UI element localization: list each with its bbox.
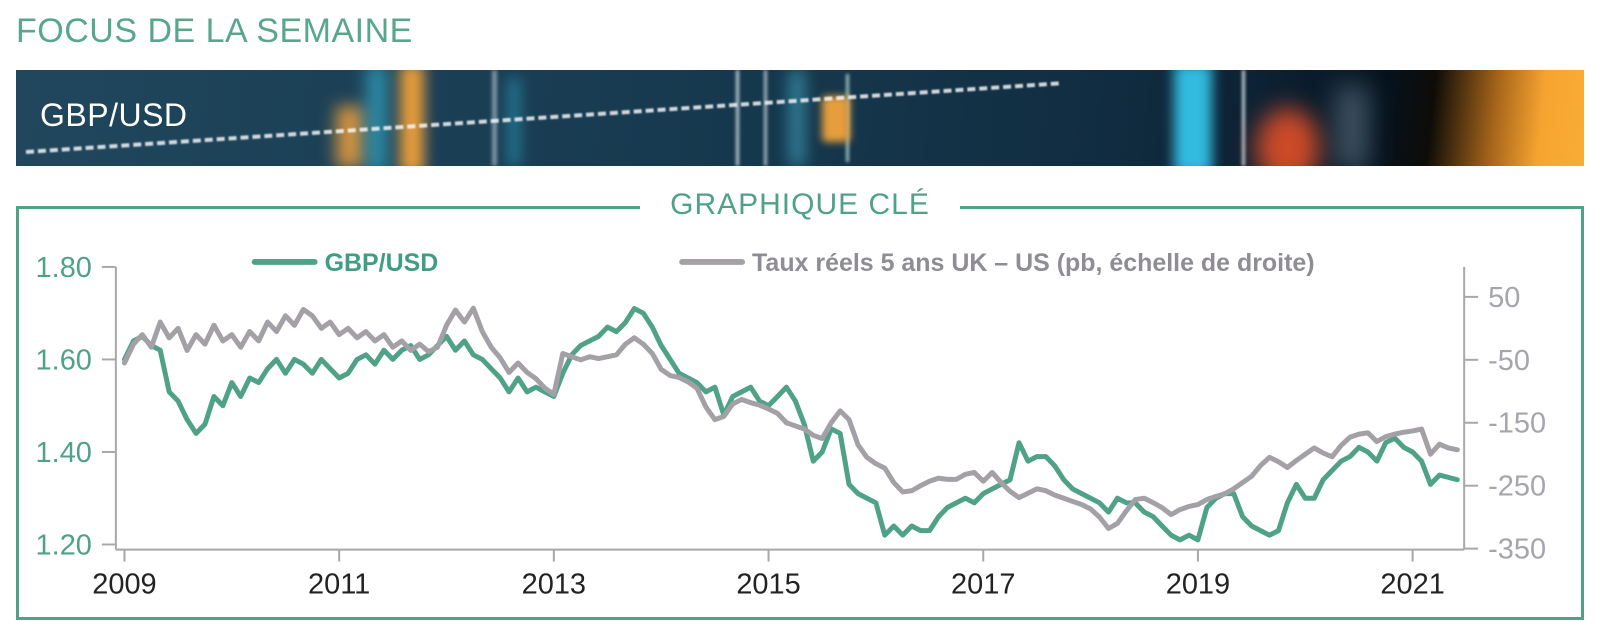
candlestick-cyan-icon: [1174, 70, 1212, 166]
x-axis-tick-label: 2021: [1380, 569, 1444, 601]
chart-title: GRAPHIQUE CLÉ: [640, 188, 960, 222]
vertical-gridline: [1242, 70, 1245, 166]
legend-label-0: GBP/USD: [325, 249, 439, 277]
chart-title-row: GRAPHIQUE CLÉ: [19, 188, 1581, 222]
series-line-0: [121, 306, 1460, 543]
vertical-gridline: [493, 70, 496, 166]
left-axis-tick-label: 1.60: [36, 344, 92, 376]
x-axis-tick-label: 2019: [1166, 569, 1230, 601]
right-axis-tick-label: -50: [1488, 345, 1530, 377]
candlestick-orange-icon: [336, 106, 364, 166]
candlestick-cyan-icon: [790, 70, 804, 166]
page-title: FOCUS DE LA SEMAINE: [16, 12, 413, 50]
banner-pair-label: GBP/USD: [40, 97, 188, 133]
right-axis-tick-label: -250: [1488, 471, 1546, 503]
candlestick-cyan-icon: [368, 70, 386, 166]
left-axis-tick-label: 1.80: [36, 252, 92, 284]
left-axis-tick-label: 1.20: [36, 529, 92, 561]
candlestick-orange-icon: [822, 96, 850, 142]
x-axis-tick-label: 2011: [308, 569, 370, 601]
vertical-gridline: [736, 70, 739, 166]
right-axis-tick-label: -150: [1488, 408, 1546, 440]
gray-smear-blob: [1336, 86, 1368, 166]
key-chart-panel: GRAPHIQUE CLÉ 1.80 1.60 1.40 1.20 50 -50 -150 -…: [16, 188, 1584, 620]
candlestick-cyan-icon: [508, 78, 520, 166]
legend-label-1: Taux réels 5 ans UK – US (pb, échelle de…: [752, 249, 1315, 277]
left-axis-tick-label: 1.40: [36, 437, 92, 469]
candlestick-orange-icon: [400, 70, 424, 166]
x-axis-tick-label: 2009: [92, 569, 156, 601]
series-line-1: [121, 305, 1460, 531]
x-axis-tick-label: 2013: [522, 569, 586, 601]
x-axis-tick-label: 2017: [951, 569, 1015, 601]
vertical-gridline: [764, 70, 767, 166]
banner-image: GBP/USD: [16, 70, 1584, 166]
right-axis-tick-label: 50: [1488, 282, 1520, 314]
x-axis-tick-label: 2015: [736, 569, 800, 601]
dual-axis-line-chart: 1.80 1.60 1.40 1.20 50 -50 -150 -250 -350 2009 201…: [36, 249, 1547, 601]
red-glow-blob: [1256, 108, 1320, 166]
right-axis-tick-label: -350: [1488, 534, 1546, 566]
